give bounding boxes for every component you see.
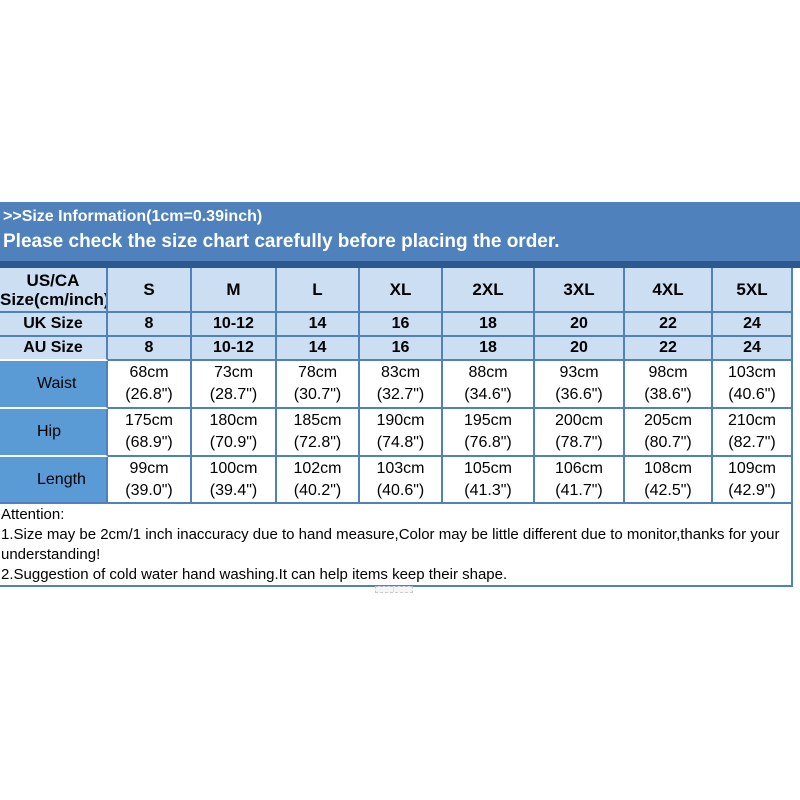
row-label: Length — [0, 457, 108, 504]
row-label: UK Size — [0, 313, 108, 337]
size-info-banner: >>Size Information(1cm=0.39inch) Please … — [0, 202, 800, 268]
size-value-cell: 20 — [535, 337, 625, 361]
size-value-cell: 18 — [443, 337, 535, 361]
measurement-cell: 83cm (32.7") — [360, 361, 443, 409]
size-column-header: 5XL — [713, 268, 793, 313]
size-value-cell: 14 — [277, 313, 360, 337]
measurement-cell: 195cm (76.8") — [443, 409, 535, 457]
measurement-cell: 103cm (40.6") — [360, 457, 443, 504]
measurement-cell: 93cm (36.6") — [535, 361, 625, 409]
row-label: AU Size — [0, 337, 108, 361]
size-column-header: 3XL — [535, 268, 625, 313]
size-column-header: 4XL — [625, 268, 713, 313]
size-value-cell: 22 — [625, 337, 713, 361]
attention-note-2: 2.Suggestion of cold water hand washing.… — [1, 566, 508, 583]
measurement-cell: 98cm (38.6") — [625, 361, 713, 409]
measurement-cell: 106cm (41.7") — [535, 457, 625, 504]
size-value-cell: 10-12 — [192, 313, 277, 337]
measurement-cell: 185cm (72.8") — [277, 409, 360, 457]
attention-note-1: 1.Size may be 2cm/1 inch inaccuracy due … — [1, 526, 780, 563]
measurement-cell: 73cm (28.7") — [192, 361, 277, 409]
measurement-cell: 175cm (68.9") — [108, 409, 192, 457]
size-value-cell: 20 — [535, 313, 625, 337]
corner-header-cell: US/CA Size(cm/inch) — [0, 268, 108, 313]
size-column-header: S — [108, 268, 192, 313]
measurement-cell: 108cm (42.5") — [625, 457, 713, 504]
size-column-header: XL — [360, 268, 443, 313]
size-chart-header-row: US/CA Size(cm/inch) S M L XL 2XL 3XL 4XL 5XL — [0, 268, 793, 313]
table-row: UK Size 8 10-12 14 16 18 20 22 24 — [0, 313, 793, 337]
size-value-cell: 22 — [625, 313, 713, 337]
row-label: Hip — [0, 409, 108, 457]
size-column-header: M — [192, 268, 277, 313]
attention-box: Attention: 1.Size may be 2cm/1 inch inac… — [0, 504, 793, 587]
measurement-cell: 99cm (39.0") — [108, 457, 192, 504]
measurement-cell: 205cm (80.7") — [625, 409, 713, 457]
measurement-cell: 105cm (41.3") — [443, 457, 535, 504]
measurement-cell: 180cm (70.9") — [192, 409, 277, 457]
table-row: Length 99cm (39.0") 100cm (39.4") 102cm (40.2"… — [0, 457, 793, 504]
measurement-cell: 78cm (30.7") — [277, 361, 360, 409]
banner-subtitle: Please check the size chart carefully be… — [3, 231, 560, 252]
table-row: Waist 68cm (26.8") 73cm (28.7") 78cm (30.7") 83… — [0, 361, 793, 409]
banner-title: >>Size Information(1cm=0.39inch) — [3, 208, 263, 225]
size-value-cell: 16 — [360, 337, 443, 361]
measurement-cell: 102cm (40.2") — [277, 457, 360, 504]
size-value-cell: 8 — [108, 313, 192, 337]
measurement-cell: 100cm (39.4") — [192, 457, 277, 504]
row-label: Waist — [0, 361, 108, 409]
measurement-cell: 200cm (78.7") — [535, 409, 625, 457]
size-value-cell: 16 — [360, 313, 443, 337]
table-row: Hip 175cm (68.9") 180cm (70.9") 185cm (72.8") 1… — [0, 409, 793, 457]
measurement-cell: 68cm (26.8") — [108, 361, 192, 409]
measurement-cell: 210cm (82.7") — [713, 409, 793, 457]
measurement-cell: 103cm (40.6") — [713, 361, 793, 409]
size-value-cell: 14 — [277, 337, 360, 361]
size-value-cell: 8 — [108, 337, 192, 361]
size-column-header: L — [277, 268, 360, 313]
measurement-cell: 109cm (42.9") — [713, 457, 793, 504]
resize-handle-artifact — [375, 586, 413, 593]
measurement-cell: 88cm (34.6") — [443, 361, 535, 409]
measurement-cell: 190cm (74.8") — [360, 409, 443, 457]
size-value-cell: 18 — [443, 313, 535, 337]
table-row: AU Size 8 10-12 14 16 18 20 22 24 — [0, 337, 793, 361]
size-column-header: 2XL — [443, 268, 535, 313]
size-value-cell: 24 — [713, 313, 793, 337]
size-value-cell: 10-12 — [192, 337, 277, 361]
attention-title: Attention: — [1, 506, 65, 523]
size-chart-table: US/CA Size(cm/inch) S M L XL 2XL 3XL 4XL 5XL UK S… — [0, 268, 793, 504]
size-value-cell: 24 — [713, 337, 793, 361]
